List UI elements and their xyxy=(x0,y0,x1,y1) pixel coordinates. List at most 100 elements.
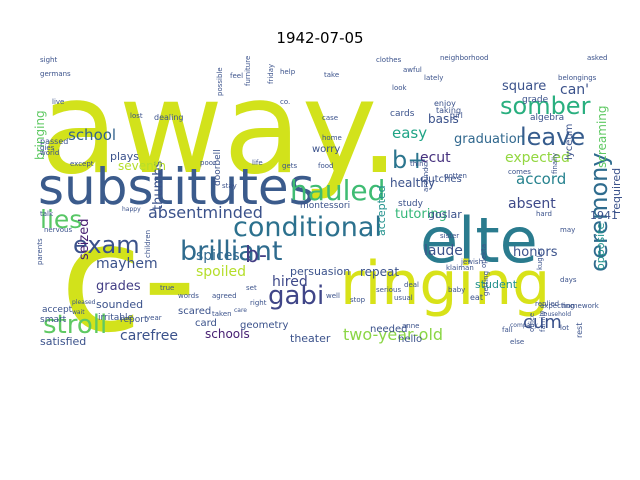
word-gabi: gabi xyxy=(268,281,324,311)
word-lost: lost xyxy=(130,112,143,120)
word-hello: hello xyxy=(398,334,422,345)
word-exam: exam xyxy=(73,231,140,259)
word-friday: friday xyxy=(267,64,275,84)
word-lies: lies xyxy=(40,205,82,234)
word-grades: grades xyxy=(96,279,141,294)
word-repeat: repeat xyxy=(360,265,399,279)
word-lyceum: lyceum xyxy=(564,124,575,160)
word-opekta: opekta xyxy=(480,244,488,268)
word-lot: lot xyxy=(560,324,569,332)
word-comes: comes xyxy=(508,168,531,176)
word-belongings: belongings xyxy=(558,74,597,82)
word-cards: cards xyxy=(390,109,415,119)
word-hard: hard xyxy=(536,210,552,218)
word-gets: gets xyxy=(282,162,297,170)
word-neighborhood: neighborhood xyxy=(440,54,489,62)
word-true: true xyxy=(160,284,174,292)
word-schools: schools xyxy=(205,327,250,341)
word-agreed: agreed xyxy=(212,292,237,300)
word-carefree: carefree xyxy=(120,328,178,344)
word-square: square xyxy=(502,79,546,94)
word-mayhem: mayhem xyxy=(96,256,158,272)
word-doorbell: doorbell xyxy=(213,149,223,186)
word-cum: cum xyxy=(523,312,562,333)
word-household: household xyxy=(540,311,571,318)
word-expected: expected xyxy=(505,150,570,166)
word-scared: scared xyxy=(178,306,211,317)
word-year: year xyxy=(146,314,162,322)
word-lately: lately xyxy=(424,74,443,82)
word-family: family xyxy=(539,310,547,332)
word-sight: sight xyxy=(40,56,57,64)
word-feel: feel xyxy=(230,72,243,80)
word-talk: talk xyxy=(40,210,54,218)
word-dealing: dealing xyxy=(154,113,184,122)
word-taken: taken xyxy=(212,310,232,318)
word-children: children xyxy=(144,230,152,258)
word-live: live xyxy=(52,98,64,106)
word-report: report xyxy=(120,315,148,325)
word-somber: somber xyxy=(500,92,591,120)
word-graduation: graduation xyxy=(454,132,525,147)
word-school: school xyxy=(68,126,116,144)
word-replied: replied xyxy=(535,300,559,308)
word-thumbs: thumbs xyxy=(151,161,166,210)
word-thing: thing xyxy=(410,160,428,168)
word-jewish: jewish xyxy=(460,258,483,266)
word-around: around xyxy=(422,167,430,192)
word-eat: eat xyxy=(470,293,483,302)
word-nervous: nervous xyxy=(44,226,72,234)
word-algebra: algebra xyxy=(530,113,564,123)
word-company: company xyxy=(510,322,538,329)
word-stay: stay xyxy=(222,182,237,190)
word-accepted: accepted xyxy=(375,185,388,236)
word-study: study xyxy=(398,199,424,209)
word-accord: accord xyxy=(516,170,566,188)
word-office: office xyxy=(528,313,536,332)
word-satisfied: satisfied xyxy=(40,335,86,348)
word-laude: laude xyxy=(424,243,463,259)
word-passed: passed xyxy=(40,137,68,146)
word-sounded: sounded xyxy=(96,298,143,311)
word-leave: leave xyxy=(520,123,585,151)
word-seventh: seventh xyxy=(118,159,166,173)
word-anne: anne xyxy=(402,322,419,330)
word-poor: poor xyxy=(200,159,216,167)
word-kugler: kugler xyxy=(536,248,544,270)
word-furniture: furniture xyxy=(244,56,252,86)
word-gotten: gotten xyxy=(444,172,467,180)
word-pleased: pleased xyxy=(72,299,96,306)
word-ringing: ringing xyxy=(340,249,550,319)
word-homework: homework xyxy=(562,302,600,310)
word-girl: girl xyxy=(450,111,463,120)
word-worry: worry xyxy=(312,144,340,155)
word-food: food xyxy=(318,162,333,170)
word-montessori: montessori xyxy=(300,201,350,211)
word-persuasion: persuasion xyxy=(290,265,350,278)
word-finally: finally xyxy=(551,153,559,174)
word-needed: needed xyxy=(370,324,408,335)
word-grade: grade xyxy=(522,95,549,105)
word-except: except xyxy=(70,160,94,168)
word-absent: absent xyxy=(508,196,556,212)
word-awful: awful xyxy=(403,66,422,74)
word-else: else xyxy=(510,338,524,346)
word-away: away. xyxy=(40,54,400,203)
word-geometry: geometry xyxy=(240,320,289,331)
word-student: student xyxy=(475,278,518,291)
word-tutoring: tutoring xyxy=(395,207,447,222)
word-hired: hired xyxy=(272,274,308,290)
word-conditional: conditional xyxy=(233,212,382,243)
word-baby: baby xyxy=(448,286,465,294)
word-care: care xyxy=(234,307,247,314)
word-may: may xyxy=(560,226,575,234)
word-substitutes: substitutes xyxy=(38,158,315,216)
word-well: well xyxy=(326,292,340,300)
word-co: co. xyxy=(280,98,290,106)
word-goslar: goslar xyxy=(428,208,462,221)
word-1941: 1941 xyxy=(590,209,618,222)
word-spoiled: spoiled xyxy=(196,264,246,280)
word-spices: spices xyxy=(196,248,240,264)
word-life: life xyxy=(252,159,263,167)
